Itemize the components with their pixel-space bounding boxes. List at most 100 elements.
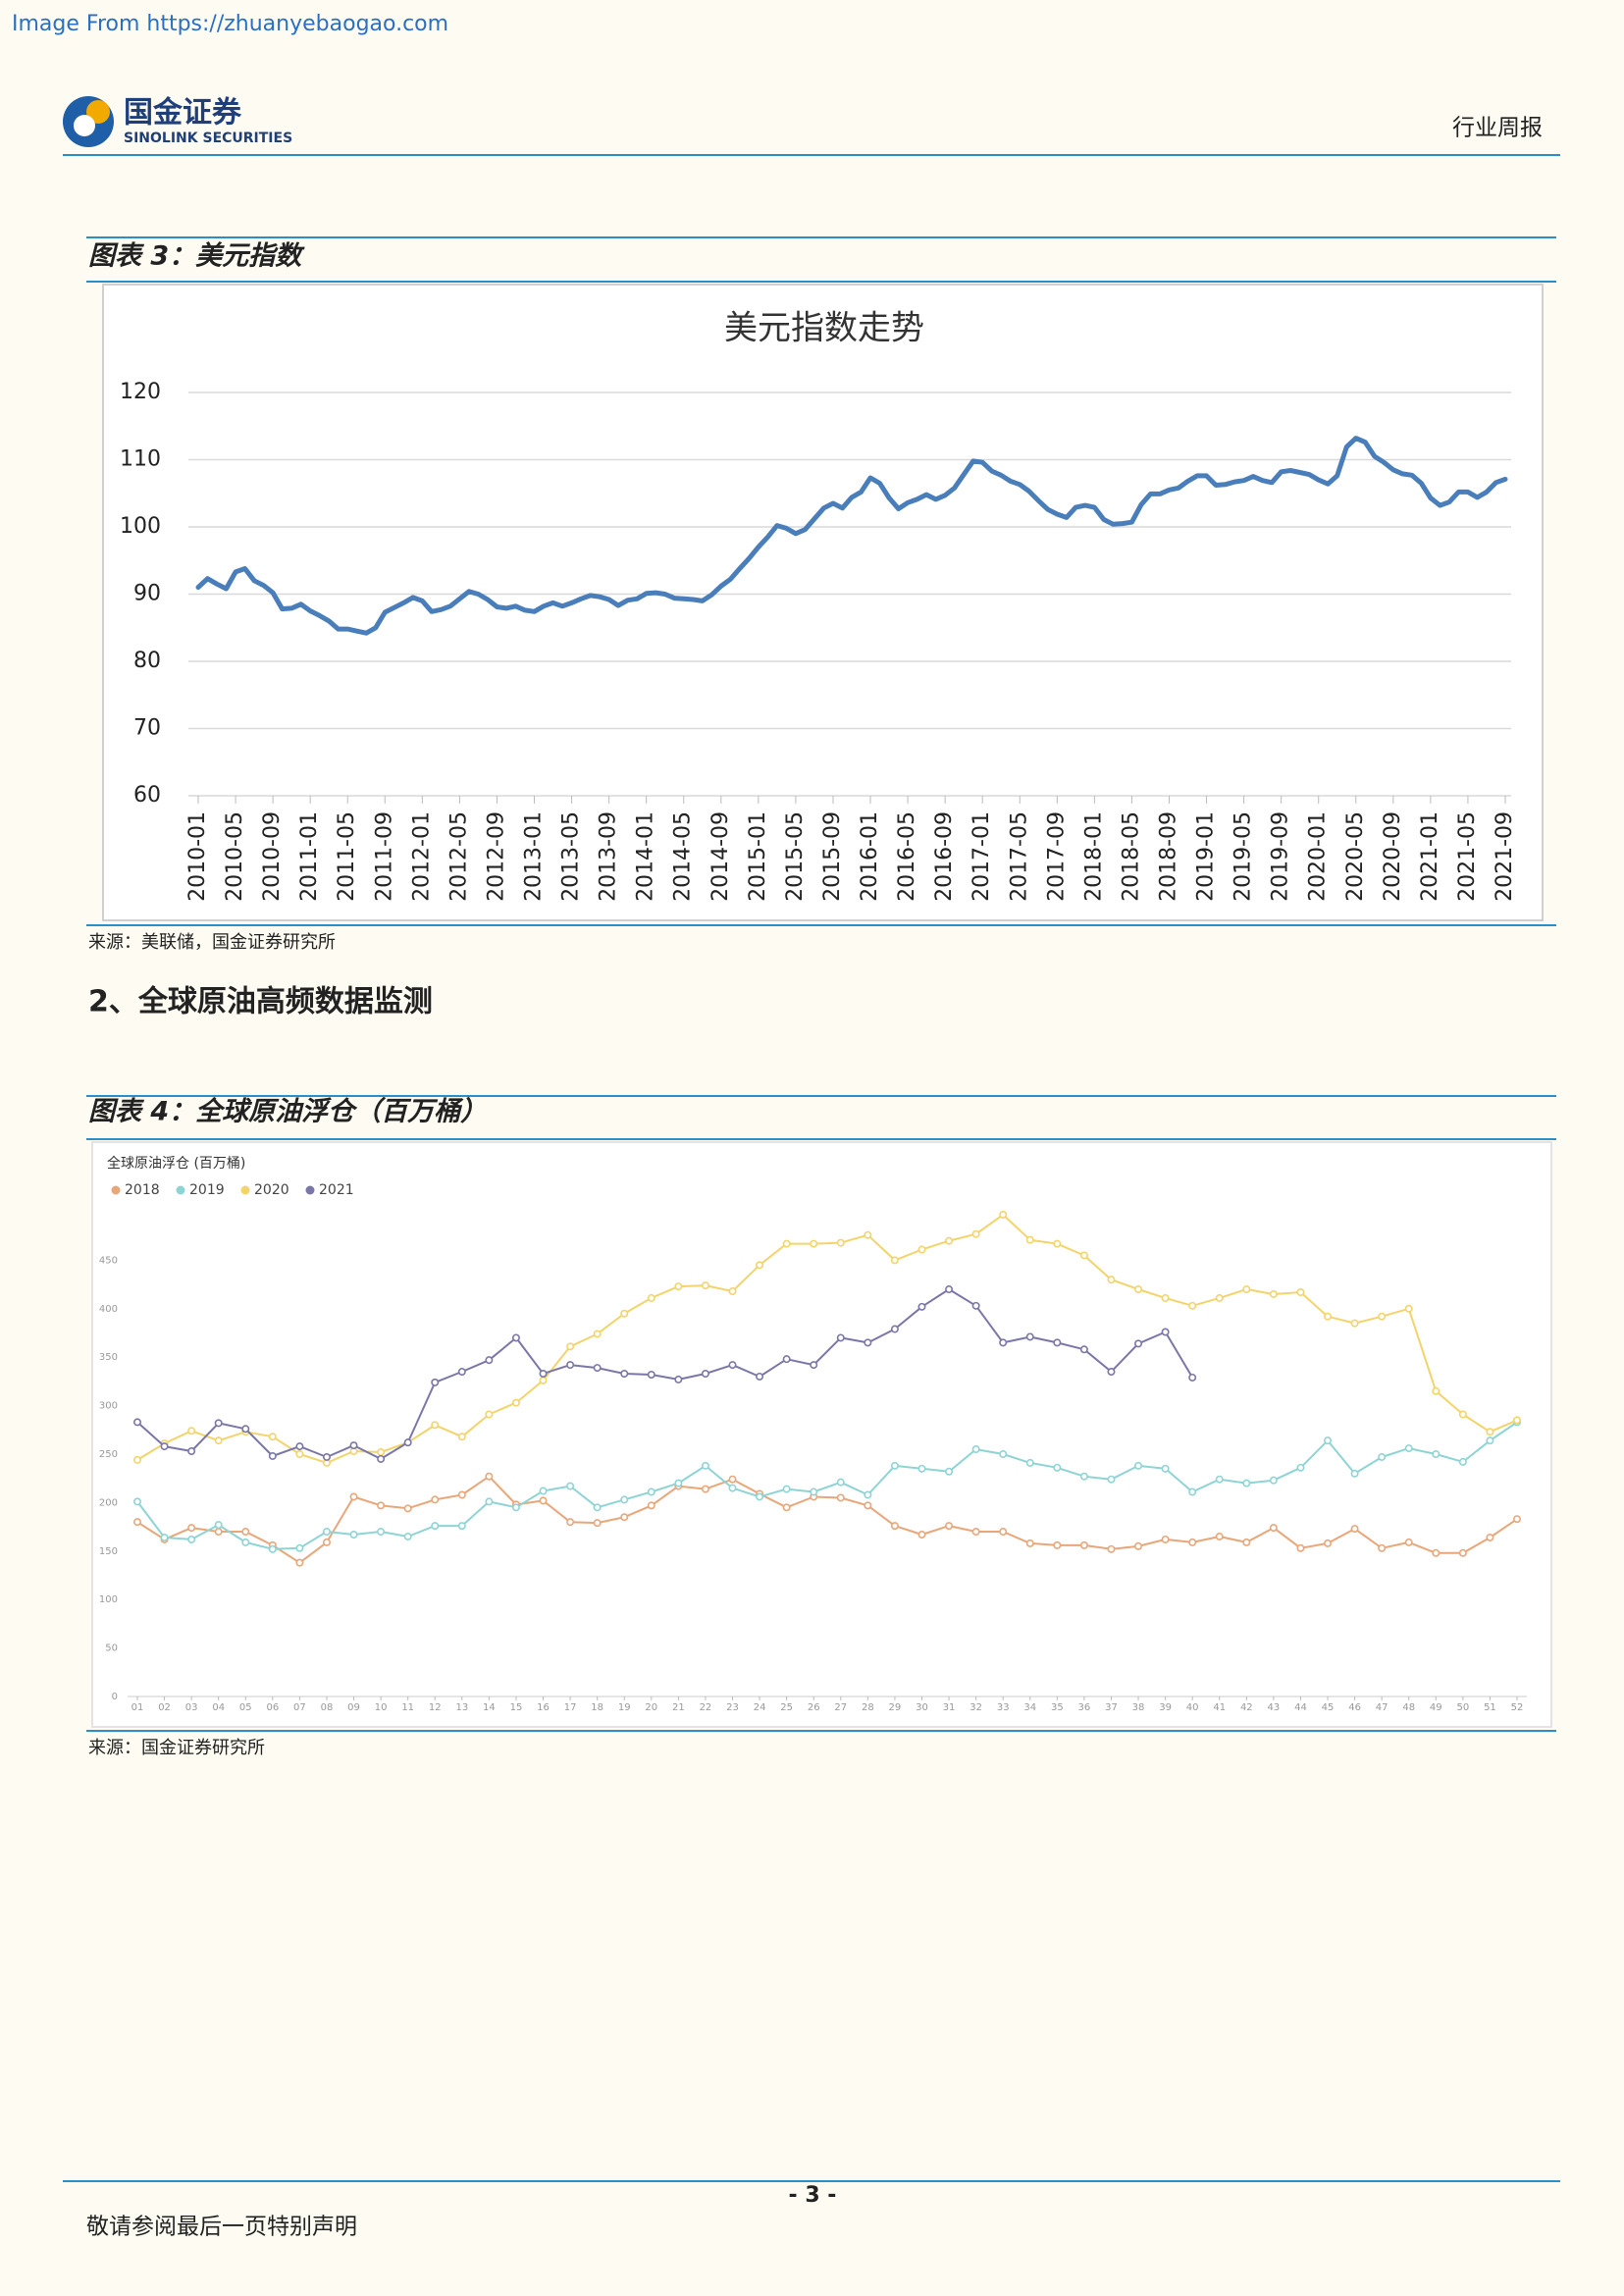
figure-source: 来源：美联储，国金证券研究所 xyxy=(88,932,336,953)
point xyxy=(1053,1540,1062,1549)
x-tick-label: 2010-09 xyxy=(260,811,285,902)
point xyxy=(728,1475,737,1484)
x-tick-label: 35 xyxy=(1051,1702,1064,1713)
x-tick-label: 26 xyxy=(808,1702,820,1713)
point xyxy=(214,1419,223,1428)
point xyxy=(377,1454,386,1463)
point xyxy=(1404,1538,1413,1546)
point xyxy=(1269,1524,1278,1533)
x-tick-label: 06 xyxy=(266,1702,279,1713)
x-tick-label: 19 xyxy=(618,1702,631,1713)
point xyxy=(620,1495,629,1504)
x-tick-label: 2017-09 xyxy=(1044,811,1069,902)
point xyxy=(1134,1541,1143,1550)
point xyxy=(1242,1538,1251,1546)
point xyxy=(268,1433,277,1441)
point xyxy=(647,1487,655,1496)
point xyxy=(864,1338,872,1347)
point xyxy=(701,1281,709,1290)
series-line xyxy=(136,1475,1518,1564)
point xyxy=(1025,1539,1034,1547)
x-tick-label: 2014-01 xyxy=(634,811,658,902)
point xyxy=(945,1285,954,1294)
legend-swatch xyxy=(111,1185,121,1195)
point xyxy=(971,1301,980,1310)
point xyxy=(133,1455,142,1464)
point xyxy=(1053,1338,1062,1347)
series-line xyxy=(136,1288,1194,1460)
legend-swatch xyxy=(240,1185,250,1195)
x-tick-label: 09 xyxy=(347,1702,360,1713)
point xyxy=(431,1378,440,1386)
point xyxy=(160,1442,169,1451)
point xyxy=(1404,1304,1413,1313)
point xyxy=(1079,1540,1088,1549)
point xyxy=(917,1531,926,1539)
point xyxy=(782,1239,791,1248)
point xyxy=(1025,1332,1034,1341)
point xyxy=(999,1450,1008,1459)
x-tick-label: 2015-01 xyxy=(746,811,770,902)
x-tick-label: 31 xyxy=(943,1702,956,1713)
point xyxy=(810,1239,818,1248)
x-tick-label: 13 xyxy=(455,1702,468,1713)
point xyxy=(971,1229,980,1238)
x-tick-label: 2018-09 xyxy=(1156,811,1180,902)
point xyxy=(701,1461,709,1470)
point xyxy=(1269,1476,1278,1485)
point xyxy=(890,1522,899,1531)
x-tick-label: 2012-09 xyxy=(484,811,508,902)
y-tick-label: 350 xyxy=(99,1352,118,1363)
point xyxy=(864,1490,872,1499)
x-tick-label: 2017-05 xyxy=(1007,811,1031,902)
point xyxy=(431,1421,440,1430)
point xyxy=(836,1478,845,1487)
point xyxy=(890,1325,899,1333)
figure-source: 来源：国金证券研究所 xyxy=(88,1738,265,1758)
x-tick-label: 07 xyxy=(293,1702,306,1713)
point xyxy=(1188,1373,1197,1382)
x-tick-label: 52 xyxy=(1511,1702,1524,1713)
x-tick-label: 45 xyxy=(1322,1702,1335,1713)
point xyxy=(1161,1293,1170,1302)
point xyxy=(1161,1535,1170,1543)
x-tick-label: 38 xyxy=(1132,1702,1145,1713)
point xyxy=(782,1355,791,1364)
x-tick-label: 33 xyxy=(997,1702,1010,1713)
point xyxy=(349,1492,358,1501)
x-tick-label: 2021-01 xyxy=(1418,811,1442,902)
point xyxy=(1378,1543,1387,1552)
point xyxy=(214,1521,223,1530)
x-tick-label: 27 xyxy=(834,1702,847,1713)
x-tick-label: 2016-05 xyxy=(895,811,919,902)
point xyxy=(917,1464,926,1473)
point xyxy=(1079,1251,1088,1260)
y-tick-label: 100 xyxy=(120,514,161,539)
x-tick-label: 25 xyxy=(780,1702,793,1713)
point xyxy=(1486,1533,1494,1541)
x-tick-label: 2014-09 xyxy=(708,811,733,902)
x-tick-label: 2015-09 xyxy=(820,811,845,902)
point xyxy=(1350,1319,1359,1328)
point xyxy=(1242,1285,1251,1294)
point xyxy=(701,1485,709,1493)
x-tick-label: 30 xyxy=(916,1702,928,1713)
point xyxy=(1215,1293,1224,1302)
point xyxy=(756,1372,764,1381)
point xyxy=(160,1533,169,1541)
x-tick-label: 2013-01 xyxy=(522,811,547,902)
watermark: Image From https://zhuanyebaogao.com xyxy=(12,12,448,36)
point xyxy=(1324,1312,1333,1321)
x-tick-label: 46 xyxy=(1348,1702,1361,1713)
point xyxy=(241,1538,250,1546)
point xyxy=(566,1342,575,1351)
x-tick-label: 2020-09 xyxy=(1381,811,1405,902)
point xyxy=(485,1472,494,1481)
x-tick-label: 11 xyxy=(401,1702,414,1713)
point xyxy=(917,1245,926,1254)
x-tick-label: 10 xyxy=(375,1702,388,1713)
point xyxy=(810,1361,818,1370)
point xyxy=(1513,1416,1522,1425)
point xyxy=(1458,1410,1467,1419)
